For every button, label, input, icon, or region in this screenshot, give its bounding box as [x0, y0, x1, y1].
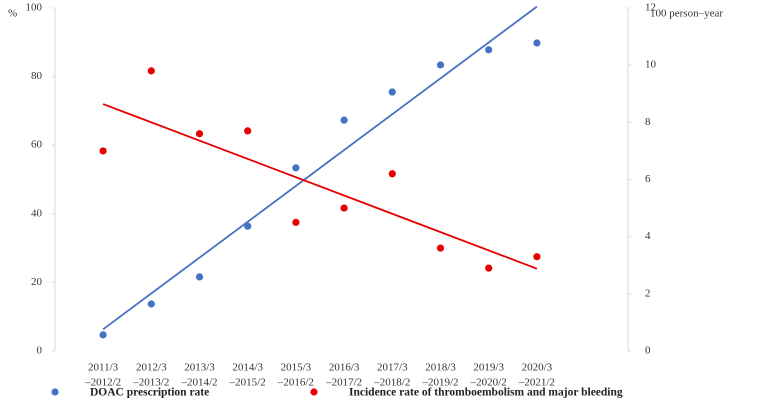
- trend-line: [102, 103, 538, 270]
- y-tick-label: 20: [31, 276, 43, 288]
- x-tick-label: 2012/3: [136, 362, 167, 374]
- point: [244, 127, 252, 135]
- x-tick-label: 2018/3: [425, 362, 456, 374]
- point: [533, 39, 541, 47]
- y2-tick-label: 0: [645, 345, 651, 357]
- point: [292, 164, 300, 172]
- x-tick-label: –2012/2: [84, 377, 121, 389]
- legend-text: Incidence rate of thromboembolism and ma…: [349, 387, 623, 399]
- point: [195, 273, 204, 281]
- x-tick-label: –2016/2: [277, 377, 314, 389]
- x-tick-label: –2018/2: [373, 377, 410, 389]
- x-tick-label: 2013/3: [184, 362, 215, 374]
- point: [147, 67, 155, 75]
- legend-marker: [310, 388, 318, 396]
- x-tick-label: –2021/2: [518, 377, 555, 389]
- y2-tick-label: 4: [645, 230, 651, 242]
- point: [436, 61, 445, 69]
- point: [533, 253, 541, 261]
- point: [388, 88, 396, 96]
- point: [147, 300, 155, 308]
- x-tick-label: 2017/3: [377, 362, 408, 374]
- x-tick-label: –2013/2: [132, 377, 169, 389]
- y-tick-label: 80: [31, 70, 43, 82]
- point: [436, 244, 445, 252]
- point: [340, 116, 348, 124]
- y2-tick-label: 12: [645, 2, 656, 14]
- y-tick-label: 60: [31, 139, 43, 151]
- x-tick-label: 2014/3: [232, 362, 263, 374]
- point: [195, 130, 204, 138]
- point: [485, 46, 493, 54]
- x-tick-label: 2015/3: [281, 362, 312, 374]
- point: [99, 147, 107, 155]
- point: [244, 222, 252, 230]
- y2-tick-label: 10: [645, 59, 657, 71]
- x-tick-label: –2017/2: [325, 377, 362, 389]
- y2-axis-label: 100 person–year: [650, 8, 723, 20]
- y-tick-label: 0: [37, 345, 43, 357]
- point: [292, 218, 300, 226]
- x-tick-label: –2019/2: [421, 377, 458, 389]
- trend-line: [102, 5, 538, 331]
- y2-tick-label: 6: [645, 173, 651, 185]
- x-tick-label: –2020/2: [470, 377, 507, 389]
- y-tick-label: 100: [26, 2, 43, 14]
- x-tick-label: –2014/2: [180, 377, 217, 389]
- point: [340, 204, 348, 212]
- x-tick-label: 2016/3: [329, 362, 360, 374]
- point: [99, 331, 107, 339]
- x-tick-label: 2011/3: [88, 362, 119, 374]
- legend-text: DOAC prescription rate: [90, 387, 209, 399]
- y-axis-label: %: [8, 8, 17, 20]
- y2-tick-label: 2: [645, 287, 651, 299]
- y-tick-label: 40: [31, 207, 43, 219]
- x-tick-label: 2020/3: [522, 362, 553, 374]
- y2-tick-label: 8: [645, 116, 651, 128]
- point: [485, 264, 493, 272]
- x-tick-label: –2015/2: [229, 377, 266, 389]
- x-tick-label: 2019/3: [473, 362, 504, 374]
- legend-marker: [51, 388, 59, 396]
- point: [388, 170, 396, 178]
